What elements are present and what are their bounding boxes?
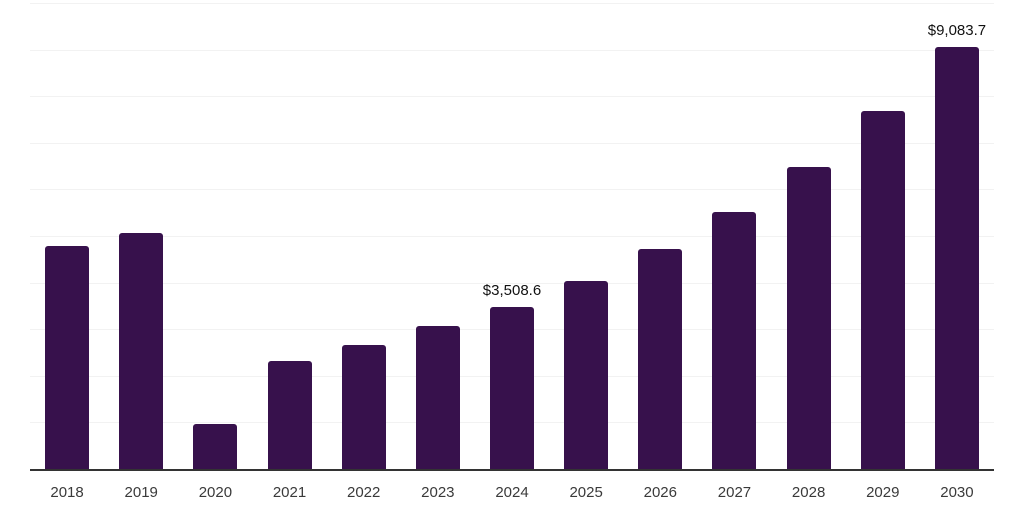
gridline — [30, 282, 994, 284]
x-tick-label: 2030 — [940, 484, 974, 501]
x-tick-label: 2020 — [198, 484, 233, 501]
bar-2024 — [490, 306, 534, 470]
gridline — [30, 49, 994, 51]
bar-2023 — [415, 326, 460, 470]
x-axis-line — [30, 469, 994, 471]
x-tick-label: 2028 — [791, 484, 826, 501]
x-tick-label: 2021 — [272, 484, 307, 501]
gridline — [30, 189, 994, 191]
x-tick-label: 2029 — [866, 484, 900, 501]
bar-2029 — [860, 110, 905, 470]
bar-2022 — [341, 345, 386, 470]
gridline — [30, 142, 994, 144]
x-tick-label: 2024 — [495, 484, 529, 501]
bar-2028 — [786, 166, 831, 470]
data-label-2024: $3,508.6 — [482, 281, 542, 299]
bar-2027 — [712, 211, 757, 470]
bar-2025 — [564, 280, 609, 470]
plot-area: $3,508.6 $9,083.7 — [30, 3, 994, 470]
gridline — [30, 236, 994, 237]
bars-layer: $3,508.6 $9,083.7 — [30, 4, 994, 470]
bar-2026 — [638, 249, 683, 470]
data-label-2030: $9,083.7 — [927, 21, 987, 39]
x-tick-label: 2026 — [643, 484, 677, 501]
gridline — [30, 3, 994, 4]
bar-2021 — [267, 360, 312, 470]
x-tick-label: 2019 — [124, 484, 158, 501]
x-tick-label: 2027 — [717, 484, 752, 501]
x-tick-label: 2023 — [421, 484, 455, 501]
gridline — [30, 96, 994, 98]
x-tick-label: 2022 — [347, 484, 381, 501]
x-tick-label: 2018 — [50, 484, 84, 501]
x-axis-labels: 2018 2019 2020 2021 2022 2023 2024 2025 2026 2027… — [30, 484, 994, 506]
bar-2030 — [934, 46, 979, 470]
bar-2018 — [45, 245, 90, 470]
bar-2020 — [193, 423, 238, 470]
bar-2019 — [119, 232, 164, 470]
x-tick-label: 2025 — [569, 484, 603, 501]
